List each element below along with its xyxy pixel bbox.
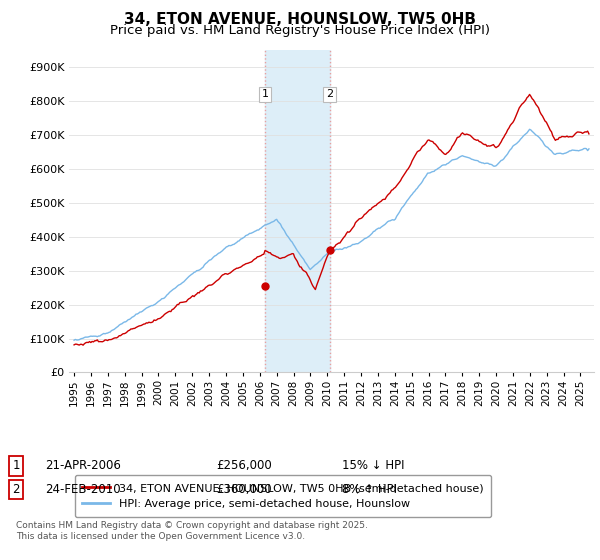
Text: £360,000: £360,000: [216, 483, 272, 496]
Text: 24-FEB-2010: 24-FEB-2010: [45, 483, 121, 496]
Text: 15% ↓ HPI: 15% ↓ HPI: [342, 459, 404, 473]
Legend: 34, ETON AVENUE, HOUNSLOW, TW5 0HB (semi-detached house), HPI: Average price, se: 34, ETON AVENUE, HOUNSLOW, TW5 0HB (semi…: [74, 474, 491, 517]
Text: 1: 1: [262, 90, 268, 100]
Text: 2: 2: [326, 90, 334, 100]
Text: 2: 2: [13, 483, 20, 496]
Bar: [265, 50, 330, 372]
Text: Price paid vs. HM Land Registry's House Price Index (HPI): Price paid vs. HM Land Registry's House …: [110, 24, 490, 36]
Text: 8% ↑ HPI: 8% ↑ HPI: [342, 483, 397, 496]
Text: £256,000: £256,000: [216, 459, 272, 473]
Text: 21-APR-2006: 21-APR-2006: [45, 459, 121, 473]
Text: Contains HM Land Registry data © Crown copyright and database right 2025.
This d: Contains HM Land Registry data © Crown c…: [16, 521, 368, 540]
Text: 1: 1: [13, 459, 20, 473]
Text: 34, ETON AVENUE, HOUNSLOW, TW5 0HB: 34, ETON AVENUE, HOUNSLOW, TW5 0HB: [124, 12, 476, 27]
